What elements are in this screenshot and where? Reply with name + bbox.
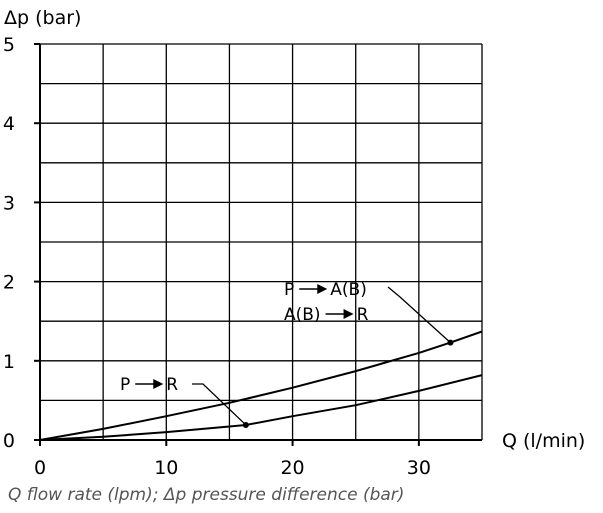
x-tick-label: 30 — [407, 457, 431, 479]
y-tick-label: 5 — [3, 34, 15, 56]
arrow-head — [317, 284, 328, 294]
x-tick-label: 10 — [154, 457, 178, 479]
plot-frame — [39, 43, 483, 441]
y-tick-label: 0 — [3, 430, 15, 452]
leader-line — [192, 383, 247, 426]
annotation-label: P — [120, 375, 130, 395]
annotation-label: R — [357, 305, 369, 325]
x-tick-label: 20 — [280, 457, 304, 479]
tick-labels: 0 10 20 30 0 1 2 3 4 5 — [3, 34, 431, 479]
annotation-label: A(B) — [330, 280, 367, 300]
y-tick-label: 2 — [3, 272, 15, 294]
y-tick-label: 4 — [3, 113, 15, 135]
y-axis-title: Δp (bar) — [4, 7, 81, 29]
series-line-2 — [39, 374, 483, 441]
arrow-head — [153, 379, 164, 389]
annotation-label: R — [166, 375, 178, 395]
x-tick-label: 0 — [34, 457, 46, 479]
x-axis-title: Q (l/min) — [502, 430, 585, 452]
leader-line — [387, 286, 451, 344]
annotation-ab-to-r: A(B) R — [284, 305, 369, 325]
y-tick-label: 1 — [3, 351, 15, 373]
figure-caption: Q flow rate (lpm); Δp pressure differenc… — [8, 485, 405, 505]
annotation-p-to-ab: P A(B) — [284, 280, 367, 300]
y-tick-label: 3 — [3, 192, 15, 214]
series-line-1 — [39, 330, 483, 441]
annotations: P A(B)A(B) RP R — [120, 280, 451, 426]
arrow-head — [343, 309, 354, 319]
annotation-label: P — [284, 280, 294, 300]
annotation-label: A(B) — [284, 305, 321, 325]
grid — [40, 44, 482, 440]
curves — [39, 330, 483, 441]
